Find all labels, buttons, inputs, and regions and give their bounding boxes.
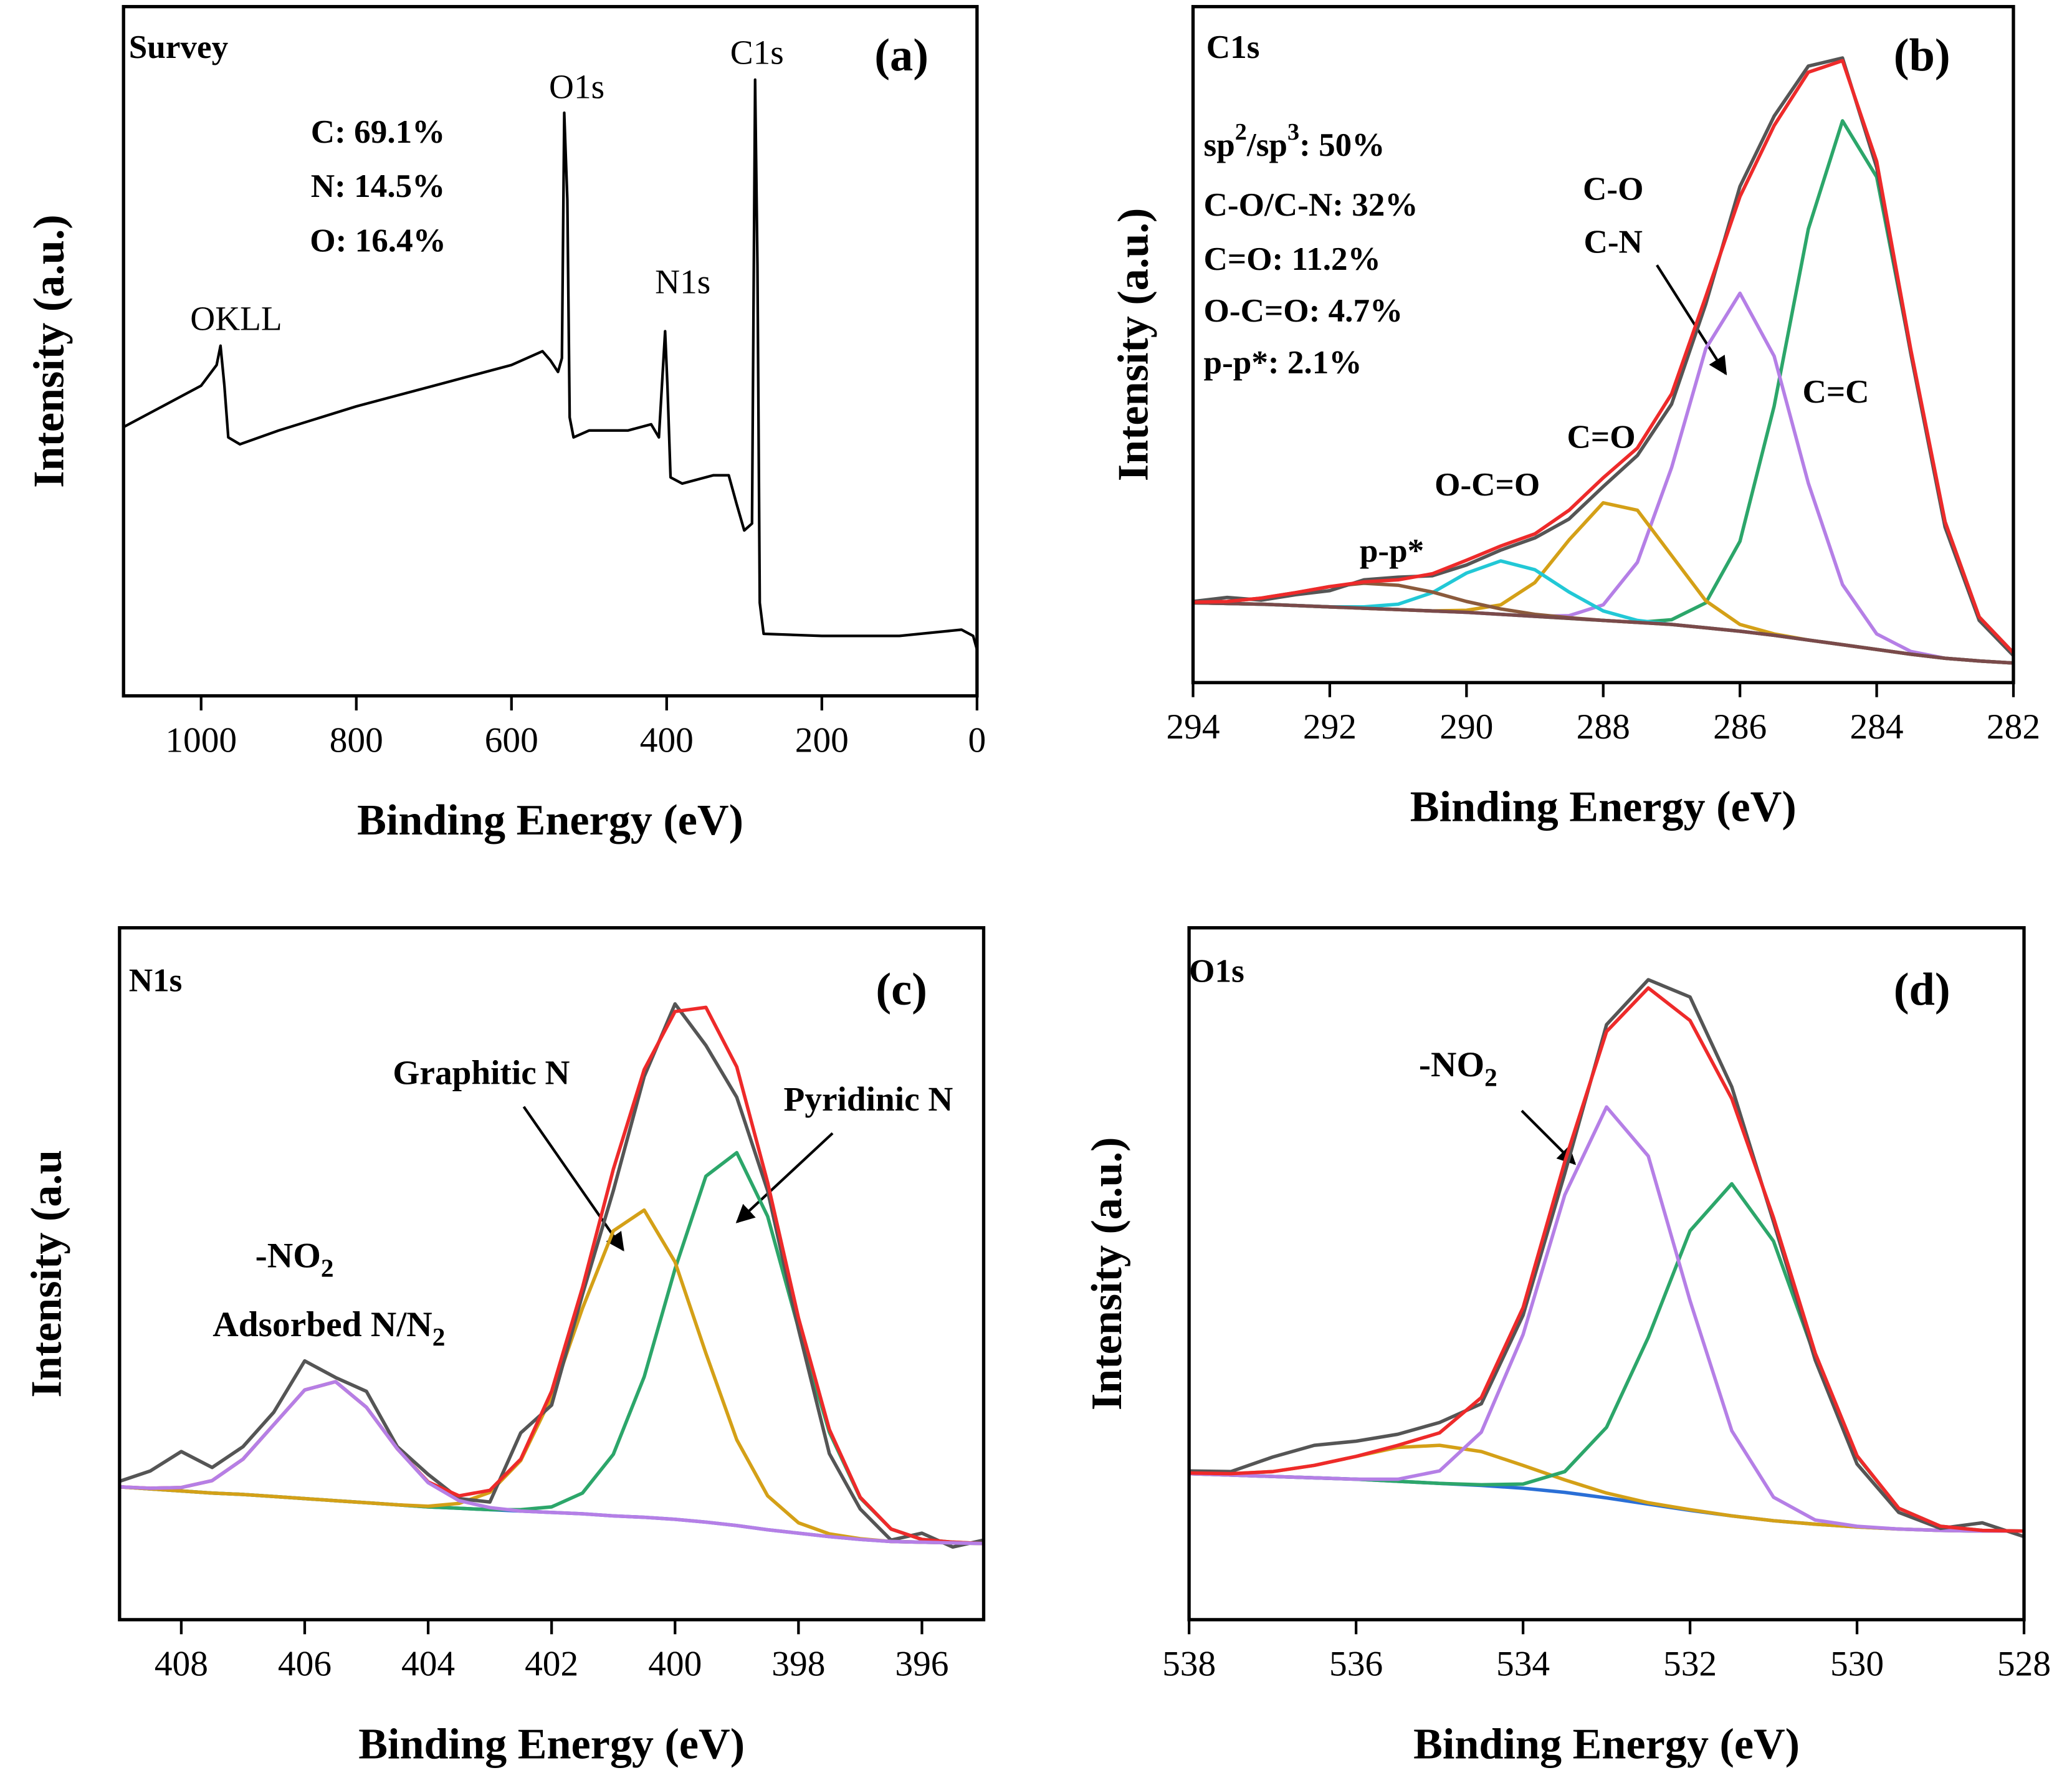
panel-label: (c) (876, 964, 927, 1015)
annotation: O-C=O (1435, 467, 1540, 503)
x-tick-label: 282 (1987, 707, 2040, 747)
spectrum-line (1193, 501, 2014, 665)
x-tick-label: 288 (1577, 707, 1630, 747)
spectrum-line (1189, 1105, 2024, 1533)
annotation: C=C (1802, 374, 1869, 410)
x-tick-label: 600 (485, 720, 538, 760)
annotation: Adsorbed N/N2 (212, 1305, 445, 1351)
arrow (735, 1132, 834, 1223)
x-tick-label: 286 (1713, 707, 1767, 747)
x-tick-label: 292 (1303, 707, 1357, 747)
y-axis-label: Intensity (a.u (22, 1150, 70, 1398)
annotation: Graphitic N (393, 1054, 570, 1092)
annotation: -NO2 (255, 1236, 334, 1283)
plot-frame (118, 926, 986, 1622)
spectrum-line (119, 1380, 984, 1546)
x-tick-label: 534 (1496, 1645, 1550, 1684)
panel-label: (b) (1894, 30, 1950, 81)
spectrum-line (119, 1208, 984, 1546)
x-tick-label: 396 (895, 1645, 948, 1684)
annotation: N1s (655, 262, 710, 300)
x-tick-label: 536 (1329, 1645, 1383, 1684)
spectrum-line (1189, 1471, 2024, 1533)
x-tick-label: 404 (401, 1645, 455, 1684)
annotation: O: 16.4% (310, 223, 446, 259)
x-tick-label: 406 (278, 1645, 332, 1684)
x-tick-label: 400 (640, 720, 694, 760)
y-axis-label: Intensity (a.u.) (1109, 208, 1157, 482)
panel-title: C1s (1206, 29, 1260, 65)
panel-label: (d) (1894, 964, 1950, 1015)
arrow (1656, 264, 1727, 376)
x-tick-label: 528 (1997, 1645, 2051, 1684)
x-tick-label: 800 (330, 720, 383, 760)
x-tick-label: 538 (1162, 1645, 1216, 1684)
x-tick-label: 532 (1663, 1645, 1717, 1684)
y-axis-label: Intensity (a.u.) (25, 214, 74, 488)
spectrum-line (1189, 1443, 2024, 1533)
panel-title: N1s (129, 962, 183, 998)
annotation: p-p* (1360, 533, 1424, 569)
annotation: -NO2 (1419, 1045, 1497, 1091)
x-tick-label: 294 (1166, 707, 1220, 747)
spectrum-line (118, 1002, 985, 1549)
annotation: Pyridinic N (784, 1080, 953, 1118)
annotation: sp2/sp3: 50% (1204, 119, 1385, 164)
annotation: C=O: 11.2% (1204, 241, 1381, 277)
plot-frame (1187, 926, 2026, 1622)
annotation: C1s (730, 33, 784, 71)
x-tick-label: 200 (795, 720, 849, 760)
arrow (522, 1106, 624, 1251)
panel-title: O1s (1189, 953, 1244, 989)
y-axis-label: Intensity (a.u.) (1082, 1137, 1131, 1411)
spectrum-line (123, 78, 978, 651)
spectrum-line (1193, 559, 2014, 665)
x-tick-label: 398 (771, 1645, 825, 1684)
x-axis-label: Binding Energy (eV) (1410, 783, 1797, 831)
panel: 408 406 404 402 400 398 396 Binding Energy (eV)… (22, 926, 986, 1768)
spectrum-line (1189, 978, 2025, 1539)
annotation: p-p*: 2.1% (1204, 345, 1362, 381)
x-axis-label: Binding Energy (eV) (358, 1719, 745, 1768)
x-tick-label: 0 (968, 720, 986, 760)
plot-frame (122, 4, 979, 698)
annotation: C-O/C-N: 32% (1204, 187, 1418, 223)
annotation: O1s (549, 67, 604, 105)
panel: 538 536 534 532 530 528 Binding Energy (eV) Int… (1082, 926, 2051, 1768)
annotation: C: 69.1% (311, 114, 446, 150)
annotation: C-N (1583, 224, 1642, 261)
panel-title: Survey (129, 29, 229, 65)
x-tick-label: 290 (1439, 707, 1493, 747)
panel: 1000 800 600 400 200 0 Binding Energy (eV) Inte… (25, 4, 986, 844)
x-tick-label: 1000 (165, 720, 237, 760)
x-tick-label: 530 (1830, 1645, 1884, 1684)
x-tick-label: 408 (155, 1645, 208, 1684)
annotation: O-C=O: 4.7% (1204, 293, 1403, 329)
annotation: N: 14.5% (311, 168, 446, 204)
annotation: OKLL (190, 299, 282, 337)
annotation: C=O (1567, 419, 1636, 455)
x-tick-label: 402 (525, 1645, 578, 1684)
x-tick-label: 284 (1850, 707, 1904, 747)
x-axis-label: Binding Energy (eV) (1413, 1719, 1800, 1768)
spectrum-line (1193, 59, 2015, 654)
spectrum-line (1193, 601, 2014, 665)
x-axis-label: Binding Energy (eV) (357, 796, 743, 844)
annotation: C-O (1583, 171, 1643, 208)
x-tick-label: 400 (648, 1645, 702, 1684)
panel: 294 292 290 288 286 284 282 Binding Energy (eV)… (1109, 4, 2040, 831)
spectrum-line (1189, 986, 2025, 1533)
panel-label: (a) (874, 30, 929, 81)
